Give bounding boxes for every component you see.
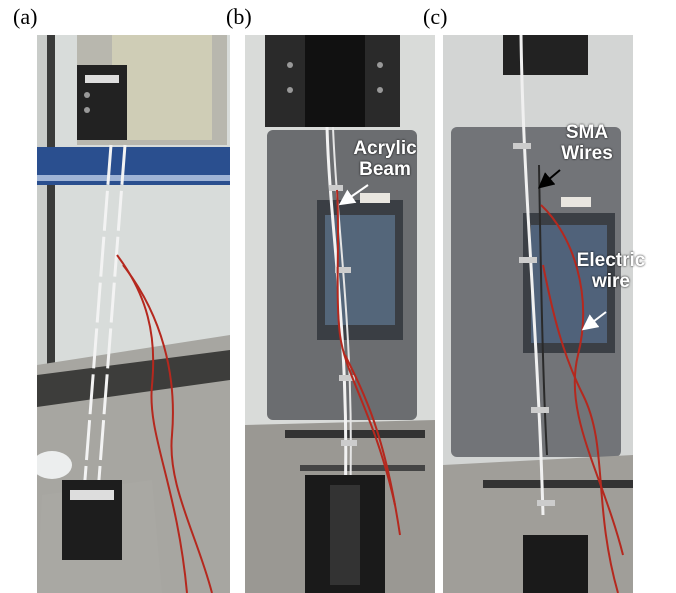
annotation-acrylic-beam: Acrylic Beam [340, 138, 430, 180]
annotation-acrylic-beam-line1: Acrylic [353, 138, 417, 159]
photo-panel-b [245, 35, 435, 593]
panel-label-c: (c) [423, 4, 448, 29]
annotation-sma-wires-line1: SMA [565, 122, 609, 143]
annotation-sma-wires: SMA Wires [548, 122, 626, 164]
panel-label-a: (a) [13, 4, 38, 29]
photo-panel-c [443, 35, 633, 593]
annotation-electric-wire-line1: Electric [576, 250, 646, 271]
photo-b-drawing [245, 35, 435, 593]
annotation-electric-wire-line2: wire [591, 271, 631, 292]
annotation-electric-wire: Electric wire [565, 250, 657, 292]
photo-panel-a [37, 35, 230, 593]
panel-label-b: (b) [226, 4, 252, 29]
photo-a-drawing [37, 35, 230, 593]
annotation-sma-wires-line2: Wires [561, 143, 613, 164]
photo-c-drawing [443, 35, 633, 593]
annotation-acrylic-beam-line2: Beam [359, 159, 411, 180]
